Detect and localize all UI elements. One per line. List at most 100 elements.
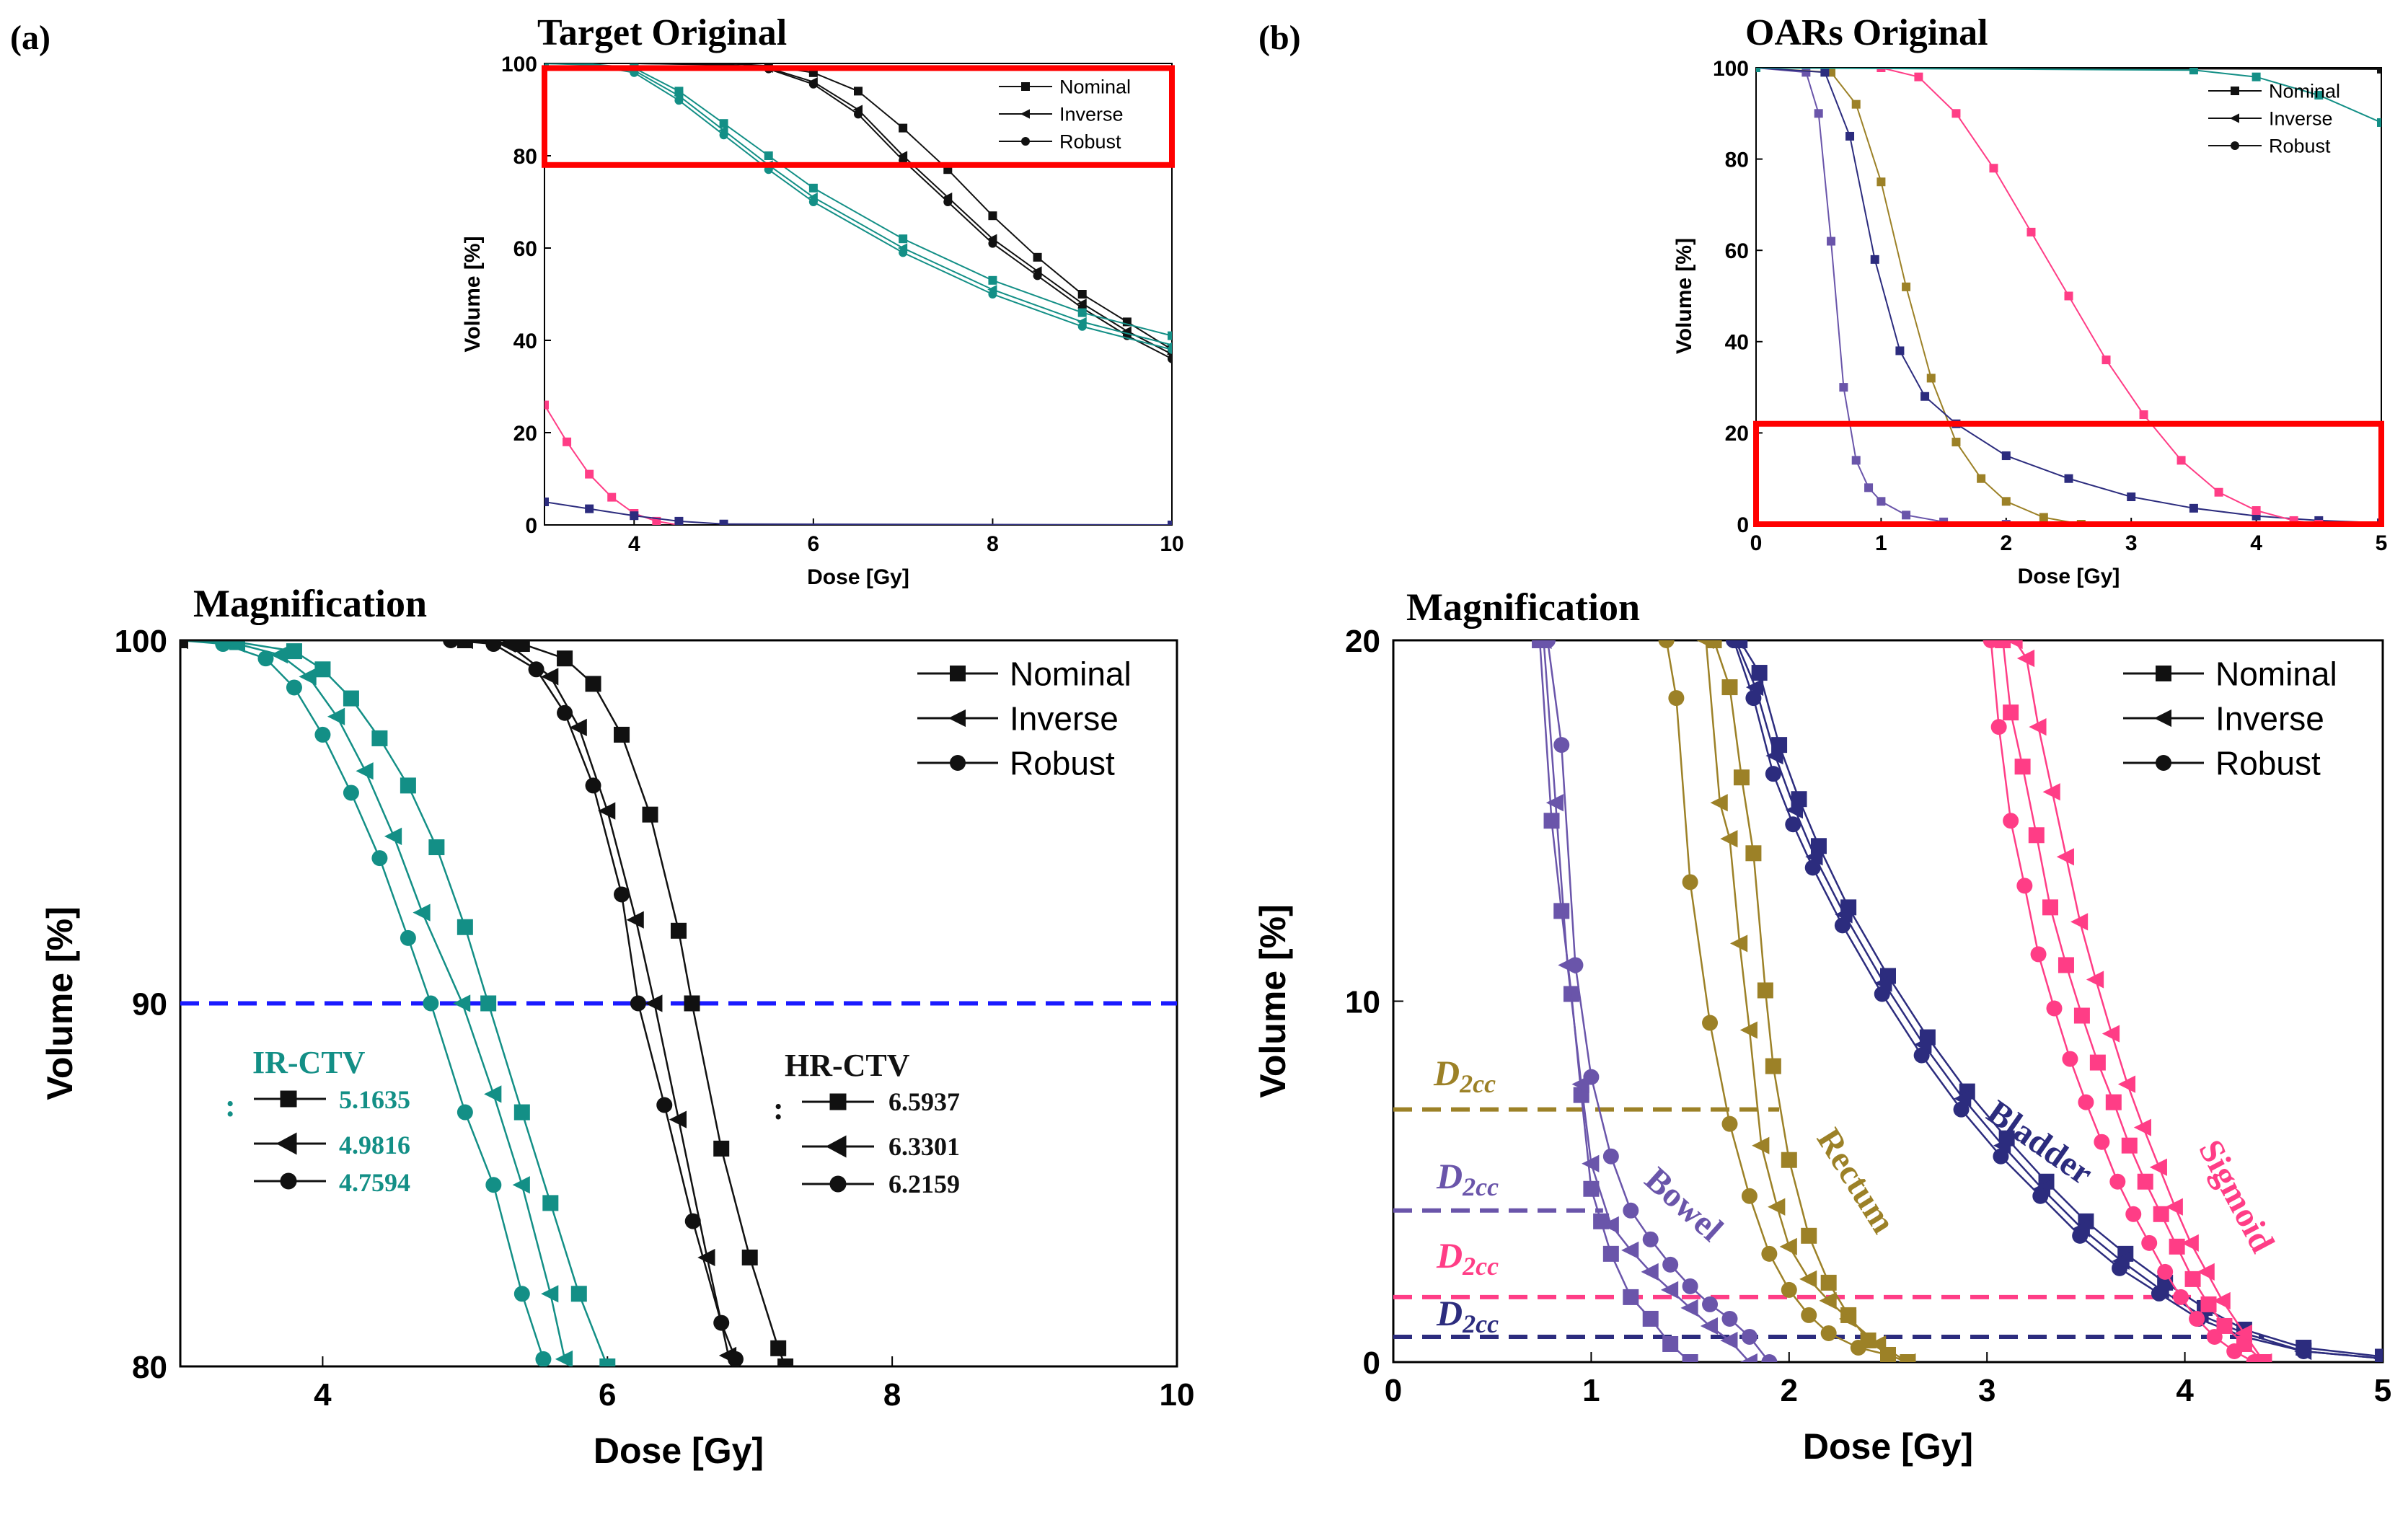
data-point — [1720, 1331, 1738, 1350]
data-point — [400, 929, 416, 946]
data-point — [2226, 1343, 2243, 1359]
x-tick-label: 8 — [987, 532, 999, 556]
data-point — [1977, 474, 1986, 483]
series-bladder-inverse — [1726, 640, 2383, 1362]
series-oar-navy-nominal — [544, 498, 1172, 525]
series-rectum-nominal — [1756, 68, 2086, 524]
d2cc-rectum-base: D — [1433, 1053, 1460, 1093]
d2cc-bowel-label: D2cc — [1436, 1156, 1499, 1201]
data-point — [2295, 1343, 2312, 1359]
data-point — [457, 1104, 473, 1121]
data-point — [1725, 640, 1742, 648]
data-point — [1870, 255, 1879, 264]
data-point — [2141, 1234, 2158, 1251]
plot-area — [1756, 68, 2381, 524]
data-point — [599, 1358, 616, 1366]
d2cc-sigmoid-base: D — [1436, 1235, 1463, 1276]
data-point — [988, 290, 997, 299]
data-point — [1819, 1291, 1837, 1310]
data-point — [2042, 899, 2059, 916]
data-point — [1983, 640, 1999, 648]
y-axis-label: Volume [%] — [40, 906, 80, 1100]
x-tick-label: 4 — [2176, 1373, 2194, 1408]
data-point — [485, 1177, 502, 1193]
data-point — [2102, 1025, 2120, 1043]
series-sigmoid-inverse — [2005, 640, 2272, 1362]
data-point — [2073, 1007, 2090, 1024]
data-point — [1876, 497, 1886, 506]
y-tick-label: 0 — [525, 514, 537, 538]
data-point — [777, 1358, 794, 1366]
y-tick-label: 40 — [513, 330, 537, 353]
y-tick-label: 10 — [1345, 984, 1380, 1020]
data-point — [1543, 813, 1560, 829]
data-point — [2184, 1271, 2201, 1287]
data-point — [314, 726, 331, 743]
x-tick-label: 8 — [883, 1377, 901, 1413]
x-tick-label: 3 — [2125, 531, 2138, 555]
data-point — [2375, 1350, 2383, 1362]
data-point — [1700, 1317, 1719, 1335]
legend-label-inverse: Inverse — [2269, 108, 2333, 130]
data-point — [2173, 1289, 2189, 1305]
data-point — [2062, 1051, 2078, 1067]
data-point — [480, 995, 497, 1012]
data-point — [2189, 503, 2198, 513]
y-tick-label: 20 — [1725, 422, 1749, 446]
data-point — [1642, 1231, 1659, 1247]
data-point — [1583, 1069, 1600, 1085]
data-point — [1902, 511, 1911, 520]
data-point — [2151, 1285, 2167, 1302]
legend-marker — [2153, 709, 2171, 728]
data-point — [1765, 1058, 1781, 1074]
d2cc-bladder-label: D2cc — [1436, 1293, 1499, 1338]
data-point — [2058, 957, 2074, 973]
data-point — [2028, 827, 2045, 844]
series-bladder-robust — [1725, 640, 2383, 1362]
data-point — [1990, 719, 2007, 735]
x-tick-label: 3 — [1978, 1373, 1995, 1408]
series-bowel-robust — [1540, 640, 1778, 1362]
x-tick-label: 2 — [1781, 1373, 1798, 1408]
data-point — [1785, 801, 1804, 819]
data-point — [2102, 355, 2111, 365]
data-point — [674, 96, 684, 105]
data-point — [1827, 237, 1836, 246]
y-axis-label: Volume [%] — [1672, 238, 1696, 354]
d2cc-bladder-base: D — [1436, 1293, 1463, 1333]
legend-marker — [950, 755, 966, 771]
data-point — [1914, 72, 1923, 81]
series-ir-ctv-inverse — [180, 640, 573, 1366]
data-point — [286, 679, 302, 696]
data-point — [557, 704, 573, 721]
data-point — [384, 827, 402, 845]
data-point — [1993, 1148, 2009, 1165]
data-point — [697, 1248, 715, 1267]
data-point — [1820, 68, 1830, 77]
y-tick-label: 20 — [1345, 624, 1380, 659]
chart-b_magnification: 0 1 2 3 4 5 0 10 20 Dose [Gy] Volume [%] Nominal Inv… — [1253, 624, 2391, 1467]
data-point — [2165, 1198, 2183, 1216]
data-point — [2189, 1310, 2205, 1327]
data-point — [1682, 874, 1698, 891]
data-point — [1939, 517, 1949, 524]
series-line — [1713, 640, 1908, 1362]
data-point — [2064, 291, 2073, 301]
data-point — [1721, 1310, 1738, 1327]
plot-area — [1393, 640, 2383, 1362]
series-ir-ctv-nominal — [180, 640, 616, 1366]
data-point — [1642, 1310, 1659, 1327]
data-point — [270, 646, 288, 664]
data-point — [457, 919, 473, 935]
data-point — [2070, 913, 2089, 931]
data-point — [899, 234, 908, 244]
data-point — [343, 690, 359, 707]
data-point — [2181, 1234, 2199, 1252]
data-point — [1745, 845, 1762, 862]
data-point — [684, 1213, 701, 1229]
data-point — [1682, 1354, 1698, 1362]
series-sigmoid-robust — [1983, 640, 2262, 1362]
data-point — [2078, 1094, 2094, 1110]
data-point — [1553, 737, 1570, 754]
legend: Nominal Inverse Robust — [2123, 655, 2337, 782]
